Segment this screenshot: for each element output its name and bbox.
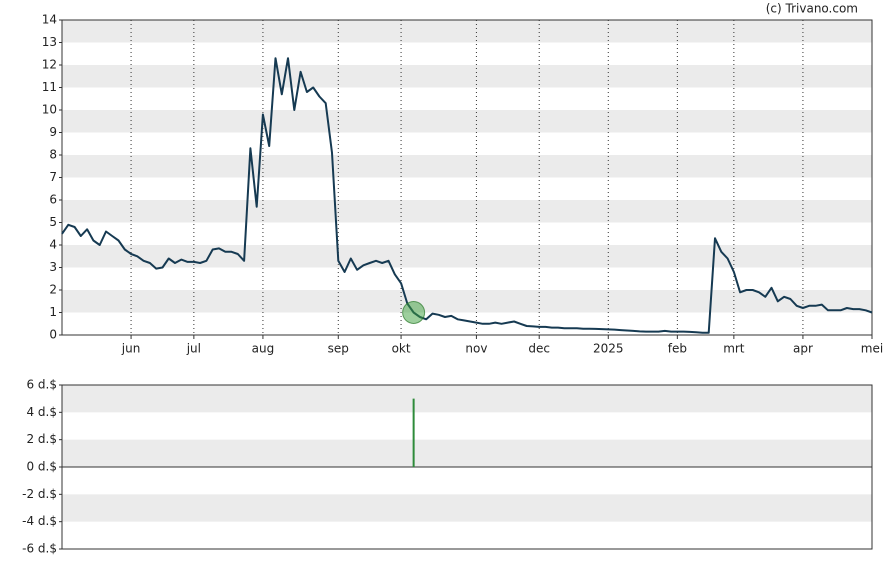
y-tick-label: 13 xyxy=(42,35,57,49)
y-tick-label: 10 xyxy=(42,103,57,117)
price-line xyxy=(61,57,873,334)
y-tick-label: 6 xyxy=(49,193,57,207)
y-tick-label: 4 xyxy=(49,238,57,252)
x-tick-label: okt xyxy=(392,342,411,356)
x-tick-label: dec xyxy=(528,342,550,356)
y-tick-label: 5 xyxy=(49,215,57,229)
grid-band xyxy=(62,439,872,467)
y-tick-label: -4 d.$ xyxy=(22,514,57,528)
y-tick-label: 8 xyxy=(49,148,57,162)
grid-band xyxy=(62,385,872,413)
grid-band xyxy=(62,290,872,313)
x-tick-label: mei xyxy=(861,342,883,356)
grid-band xyxy=(62,110,872,133)
grid-band xyxy=(62,245,872,268)
y-tick-label: 1 xyxy=(49,305,57,319)
y-tick-label: 0 d.$ xyxy=(26,460,57,474)
plot-frame xyxy=(61,19,873,336)
grid-band xyxy=(62,200,872,223)
y-tick-label: 3 xyxy=(49,260,57,274)
x-tick-label: sep xyxy=(328,342,349,356)
y-tick-label: 2 d.$ xyxy=(26,432,57,446)
x-tick-label: apr xyxy=(793,342,813,356)
y-tick-label: 0 xyxy=(49,328,57,342)
y-tick-label: 6 d.$ xyxy=(26,378,57,392)
y-tick-label: -6 d.$ xyxy=(22,542,57,556)
grid-band xyxy=(62,494,872,522)
x-tick-label: 2025 xyxy=(593,342,624,356)
y-tick-label: 9 xyxy=(49,125,57,139)
x-tick-label: feb xyxy=(668,342,687,356)
y-tick-label: 4 d.$ xyxy=(26,405,57,419)
y-tick-label: 2 xyxy=(49,283,57,297)
plot-frame xyxy=(61,384,873,550)
grid-band xyxy=(62,20,872,43)
x-tick-label: nov xyxy=(465,342,487,356)
y-tick-label: -2 d.$ xyxy=(22,487,57,501)
x-tick-label: jun xyxy=(121,342,141,356)
y-tick-label: 12 xyxy=(42,58,57,72)
grid-band xyxy=(62,155,872,178)
y-tick-label: 14 xyxy=(42,13,57,27)
highlight-marker xyxy=(402,301,426,324)
y-tick-label: 11 xyxy=(42,80,57,94)
x-tick-label: aug xyxy=(252,342,275,356)
attribution: (c) Trivano.com xyxy=(766,2,858,16)
grid-band xyxy=(62,65,872,88)
x-tick-label: mrt xyxy=(723,342,745,356)
y-tick-label: 7 xyxy=(49,170,57,184)
x-tick-label: jul xyxy=(186,342,201,356)
